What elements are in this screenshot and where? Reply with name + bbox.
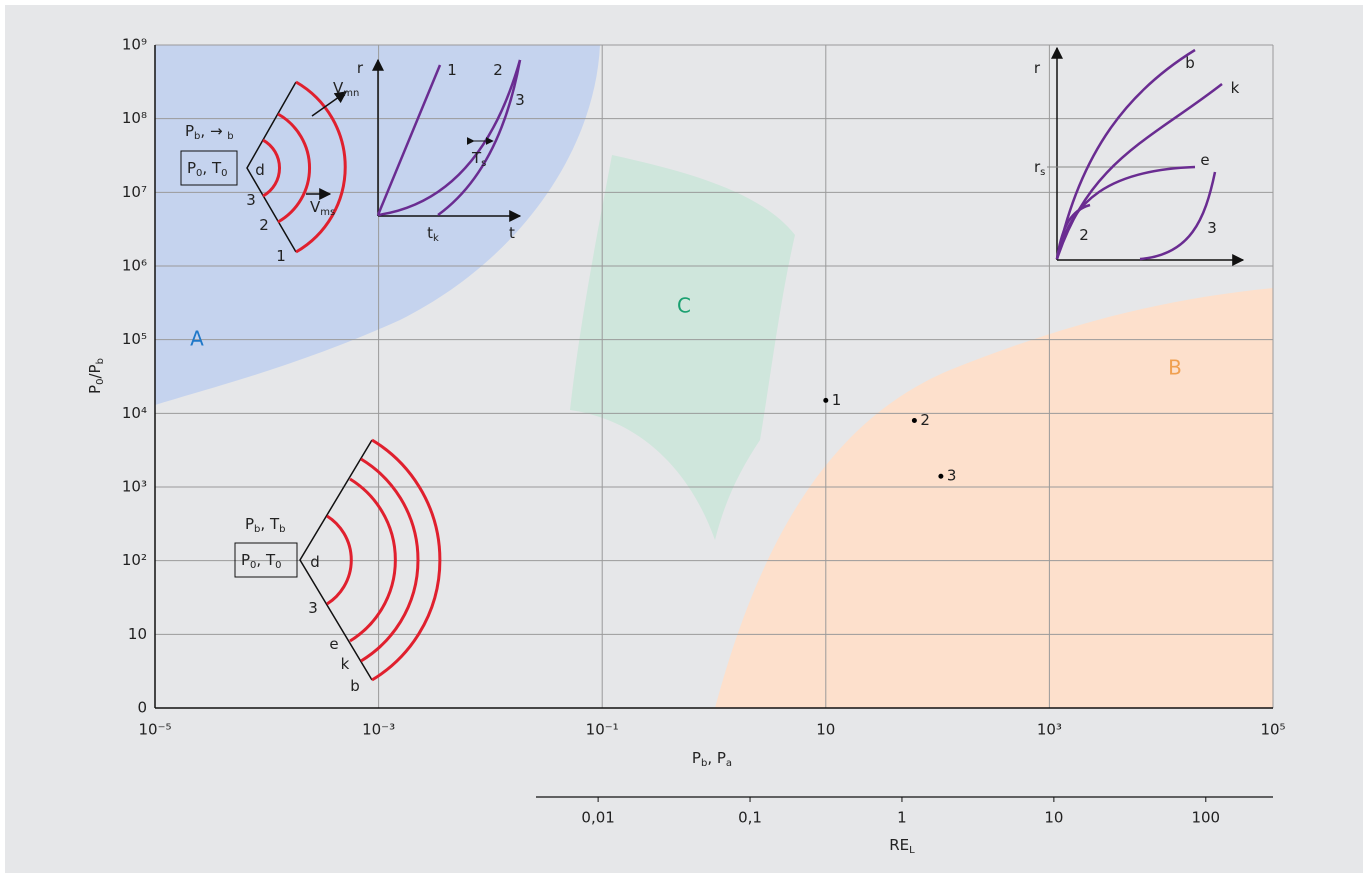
y-tick-label: 10⁴ — [122, 404, 147, 422]
label-text: 2 — [259, 216, 269, 234]
label-subscript: ms — [320, 207, 335, 218]
x-tick-label: 10⁻³ — [362, 721, 395, 739]
label-text: 1 — [276, 247, 286, 265]
annotation: k — [341, 655, 350, 673]
label-text: 3 — [308, 599, 318, 617]
annotation: d — [310, 553, 320, 571]
label-text: , → — [200, 122, 227, 140]
x-tick-label: 10⁵ — [1260, 721, 1285, 739]
chart: ACB10⁻⁵10⁻³10⁻¹1010³10⁵01010²10³10⁴10⁵10… — [0, 0, 1368, 878]
label-subscript: 0 — [221, 168, 227, 179]
point — [938, 474, 943, 479]
annotation: 2 — [259, 216, 269, 234]
x-tick-label: 10 — [816, 721, 835, 739]
label-text: P — [241, 551, 250, 569]
point-label: 3 — [947, 467, 957, 485]
x2-tick-label: 100 — [1191, 809, 1220, 827]
region-label: A — [190, 327, 204, 351]
label-text: b — [1185, 54, 1195, 72]
label-text: 2 — [493, 61, 503, 79]
point — [823, 398, 828, 403]
label-subscript: 0 — [275, 560, 281, 571]
x2-tick-label: 0,01 — [581, 809, 614, 827]
label-text: P — [245, 515, 254, 533]
x2-tick-label: 0,1 — [738, 809, 762, 827]
label-text: P — [692, 749, 701, 767]
label-text: k — [341, 655, 350, 673]
label-subscript: mn — [343, 88, 359, 99]
label-text: e — [1200, 151, 1209, 169]
annotation: e — [329, 635, 338, 653]
annotation: 3 — [308, 599, 318, 617]
label-text: 3 — [515, 91, 525, 109]
annotation: r — [1034, 59, 1041, 77]
x2-tick-label: 10 — [1044, 809, 1063, 827]
annotation: 3 — [246, 191, 256, 209]
x-tick-label: 10³ — [1037, 721, 1062, 739]
region-label: C — [677, 294, 691, 318]
y-tick-label: 10⁹ — [122, 36, 147, 54]
label-text: b — [350, 677, 360, 695]
annotation: 1 — [276, 247, 286, 265]
label-text: t — [509, 224, 515, 242]
label-text: P — [187, 159, 196, 177]
annotation: 3 — [515, 91, 525, 109]
label-subscript: b — [279, 524, 285, 535]
label-text: r — [357, 59, 364, 77]
y-tick-label: 10⁵ — [122, 330, 147, 348]
label-text: /P — [86, 364, 104, 378]
label-text: , T — [256, 551, 276, 569]
label-text: 1 — [447, 61, 457, 79]
label-text: e — [329, 635, 338, 653]
label-text: , P — [707, 749, 726, 767]
y-tick-label: 10⁸ — [122, 109, 147, 127]
x-tick-label: 10⁻¹ — [586, 721, 619, 739]
annotation: t — [509, 224, 515, 242]
label-text: , T — [202, 159, 222, 177]
y-tick-label: 10 — [128, 625, 147, 643]
y-tick-label: 10³ — [122, 478, 147, 496]
annotation: b — [350, 677, 360, 695]
annotation: e — [1200, 151, 1209, 169]
label-subscript: s — [1040, 167, 1045, 178]
y-tick-label: 10⁷ — [122, 183, 147, 201]
annotation: 2 — [1079, 226, 1089, 244]
label-text: d — [310, 553, 320, 571]
label-text: 3 — [246, 191, 256, 209]
label-subscript: L — [909, 845, 915, 856]
annotation: k — [1231, 79, 1240, 97]
annotation: 2 — [493, 61, 503, 79]
label-subscript: k — [433, 233, 439, 244]
point — [912, 418, 917, 423]
label-text: RE — [889, 836, 909, 854]
point-label: 1 — [832, 391, 842, 409]
label-text: r — [1034, 59, 1041, 77]
label-text: , T — [260, 515, 280, 533]
label-subscript: b — [95, 358, 106, 364]
y-tick-label: 10⁶ — [122, 257, 147, 275]
point-label: 2 — [920, 411, 930, 429]
region-label: B — [1168, 356, 1182, 380]
x2-tick-label: 1 — [897, 809, 907, 827]
y-tick-label: 0 — [137, 699, 147, 717]
annotation: Pb, → b — [185, 122, 234, 143]
y-tick-label: 10² — [122, 551, 147, 569]
annotation: 3 — [1207, 219, 1217, 237]
annotation: r — [357, 59, 364, 77]
annotation: b — [1185, 54, 1195, 72]
label-text: d — [255, 161, 265, 179]
annotation: d — [255, 161, 265, 179]
label-text: 2 — [1079, 226, 1089, 244]
annotation: 1 — [447, 61, 457, 79]
label-text: 3 — [1207, 219, 1217, 237]
label-subscript: s — [481, 158, 486, 169]
label-subscript: a — [726, 758, 732, 769]
label-text: P — [86, 385, 104, 394]
label-text: P — [185, 122, 194, 140]
label-subscript: b — [227, 131, 233, 142]
label-text: k — [1231, 79, 1240, 97]
x-tick-label: 10⁻⁵ — [138, 721, 171, 739]
